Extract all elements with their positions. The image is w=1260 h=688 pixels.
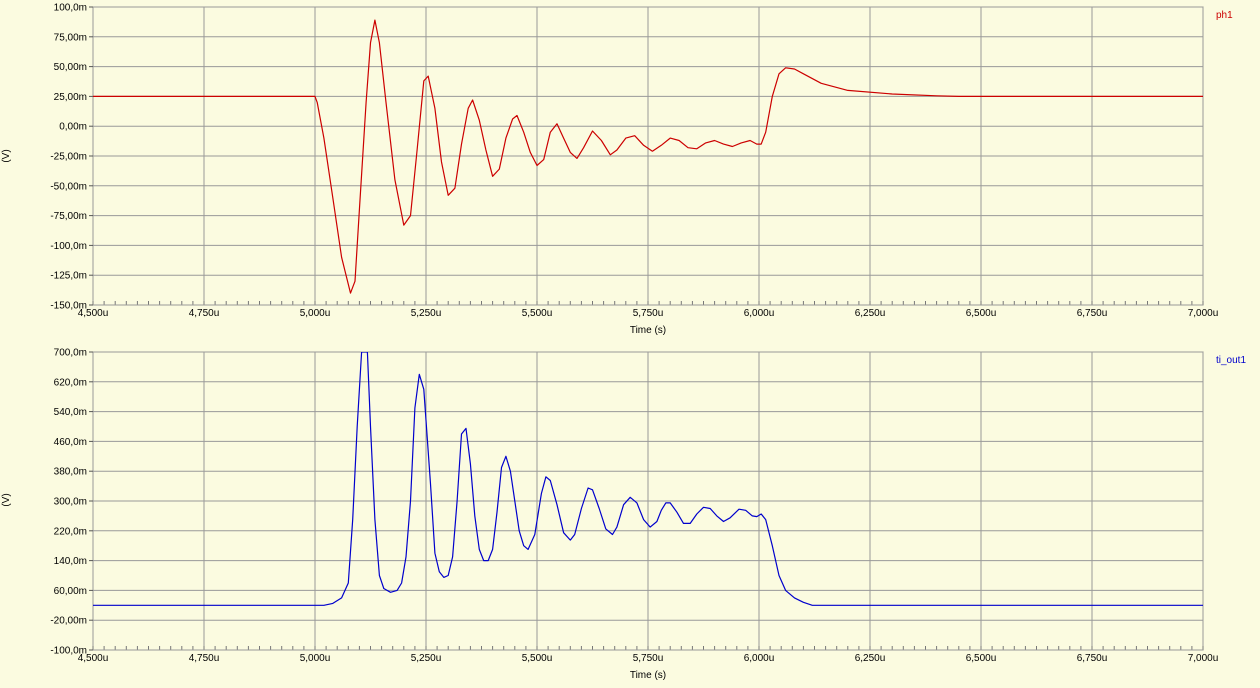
y-tick-label: 75,00m xyxy=(54,32,87,43)
x-tick-label: 6,500u xyxy=(966,653,997,664)
y-tick-label: 60,00m xyxy=(54,586,87,597)
y-tick-label: -100,0m xyxy=(50,241,87,252)
x-axis-label: Time (s) xyxy=(630,325,666,336)
x-tick-label: 4,500u xyxy=(78,653,109,664)
y-tick-label: 700,0m xyxy=(54,348,87,359)
x-tick-label: 6,000u xyxy=(744,653,775,664)
y-tick-label: 140,0m xyxy=(54,556,87,567)
y-tick-label: 100,0m xyxy=(54,3,87,14)
x-tick-label: 5,500u xyxy=(522,308,553,319)
y-tick-label: -75,00m xyxy=(50,211,87,222)
x-tick-label: 6,750u xyxy=(1077,308,1108,319)
y-axis-label: (V) xyxy=(1,149,12,162)
x-tick-label: 5,000u xyxy=(300,308,331,319)
x-tick-label: 6,000u xyxy=(744,308,775,319)
legend-ti-out1: ti_out1 xyxy=(1216,355,1246,366)
x-tick-label: 4,750u xyxy=(189,653,220,664)
x-tick-label: 5,250u xyxy=(411,653,442,664)
y-tick-label: -150,0m xyxy=(50,301,87,312)
x-tick-label: 6,250u xyxy=(855,308,886,319)
y-tick-label: 25,00m xyxy=(54,92,87,103)
y-tick-label: 460,0m xyxy=(54,437,87,448)
x-tick-label: 5,750u xyxy=(633,653,664,664)
y-tick-label: 540,0m xyxy=(54,407,87,418)
x-tick-label: 4,750u xyxy=(189,308,220,319)
y-tick-label: 220,0m xyxy=(54,526,87,537)
y-tick-label: -50,00m xyxy=(50,181,87,192)
trace-ti-out1[interactable] xyxy=(93,352,1203,606)
x-tick-label: 6,250u xyxy=(855,653,886,664)
chart-panel-2: 4,500u 4,750u 5,000u 5,250u 5,500u 5,750u 6,00… xyxy=(1,348,1246,682)
x-tick-label: 4,500u xyxy=(78,308,109,319)
x-tick-label: 5,750u xyxy=(633,308,664,319)
chart-panel-1: 4,500u 4,750u 5,000u 5,250u 5,500u 5,750u 6,00… xyxy=(1,3,1233,337)
y-tick-label: 620,0m xyxy=(54,377,87,388)
x-axis-label: Time (s) xyxy=(630,670,666,681)
x-tick-label: 5,000u xyxy=(300,653,331,664)
x-tick-label: 6,750u xyxy=(1077,653,1108,664)
x-tick-label: 7,000u xyxy=(1188,308,1219,319)
y-tick-label: 0,00m xyxy=(59,122,87,133)
y-tick-label: 380,0m xyxy=(54,467,87,478)
y-tick-label: 50,00m xyxy=(54,62,87,73)
x-tick-label: 5,500u xyxy=(522,653,553,664)
x-tick-label: 7,000u xyxy=(1188,653,1219,664)
y-axis-label: (V) xyxy=(1,493,12,506)
y-tick-label: -20,00m xyxy=(50,616,87,627)
x-tick-label: 5,250u xyxy=(411,308,442,319)
y-tick-label: -125,0m xyxy=(50,271,87,282)
x-tick-label: 6,500u xyxy=(966,308,997,319)
y-tick-label: 300,0m xyxy=(54,497,87,508)
y-tick-label: -100,0m xyxy=(50,646,87,657)
trace-ph1[interactable] xyxy=(93,19,1203,294)
y-tick-label: -25,00m xyxy=(50,152,87,163)
legend-ph1: ph1 xyxy=(1216,10,1233,21)
